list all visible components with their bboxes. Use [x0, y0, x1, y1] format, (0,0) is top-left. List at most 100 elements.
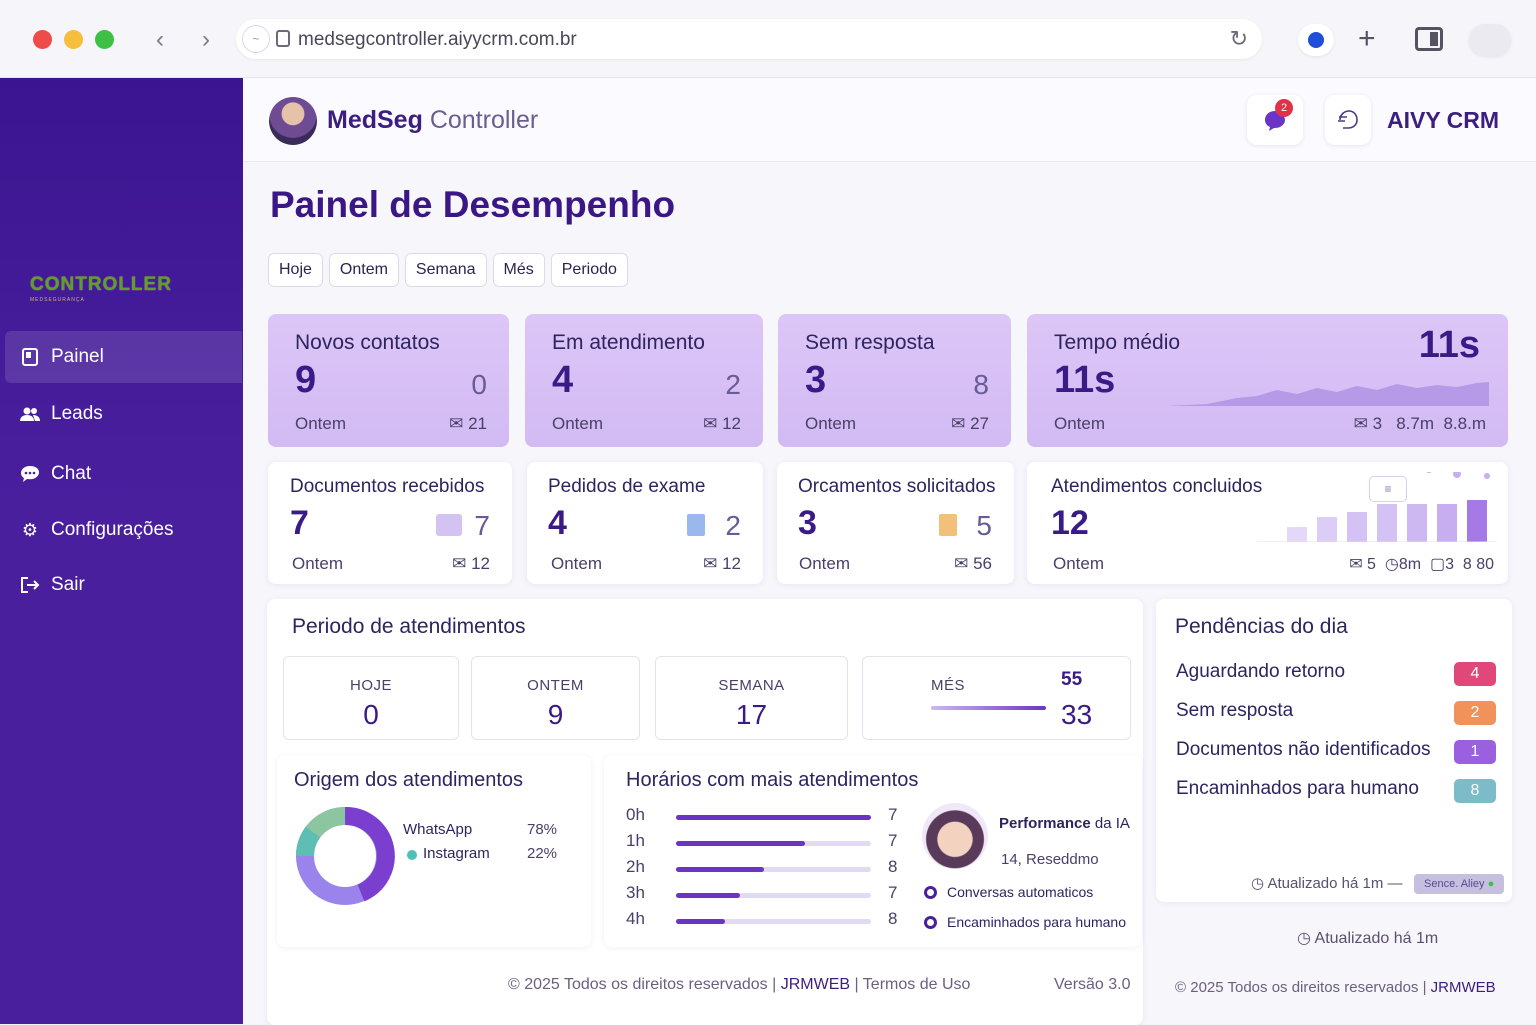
kpi-meta: ✉ 21	[449, 414, 487, 434]
pendencia-sem-resposta[interactable]: Sem resposta 2	[1176, 700, 1496, 728]
ia-avatar	[922, 803, 988, 869]
channels-icon: ✉	[703, 554, 718, 573]
forward-arrow-icon[interactable]: ›	[202, 26, 210, 53]
kpi-period: Ontem	[805, 414, 857, 433]
period-box-semana[interactable]: SEMANA 17	[655, 656, 848, 740]
kpi-period: Ontem	[799, 554, 851, 573]
kpi-meta-value: 12	[722, 554, 741, 573]
clock-icon: ◷	[1251, 875, 1265, 892]
period-box-ontem[interactable]: ONTEM 9	[471, 656, 640, 740]
url-text[interactable]: medsegcontroller.aiyycrm.com.br	[298, 29, 577, 50]
address-bar[interactable]: ~ medsegcontroller.aiyycrm.com.br ↻	[236, 19, 1262, 59]
browser-chrome: ‹ › ~ medsegcontroller.aiyycrm.com.br ↻ …	[0, 0, 1536, 78]
filter-hoje[interactable]: Hoje	[268, 253, 323, 287]
kpi-meta: ✉ 12	[703, 414, 741, 434]
kpi-value: 7	[290, 504, 309, 542]
kpi-title: Atendimentos concluidos	[1051, 476, 1263, 497]
notifications-button[interactable]: 2	[1247, 95, 1303, 145]
pendencia-documentos-nao-identificados[interactable]: Documentos não identificados 1	[1176, 739, 1496, 767]
sidebar-item-chat[interactable]: Chat	[5, 448, 242, 500]
sidebar-item-painel[interactable]: Painel	[5, 331, 242, 383]
reload-icon[interactable]: ↻	[1229, 26, 1248, 51]
kpi-title: Orcamentos solicitados	[798, 476, 996, 497]
period-value: 17	[735, 699, 768, 730]
period-label: ONTEM	[527, 677, 584, 694]
horario-row: 0h 7	[626, 805, 916, 831]
footer-brand-link[interactable]: JRMWEB	[780, 976, 851, 993]
kpi-period: Ontem	[1054, 414, 1106, 433]
filter-periodo[interactable]: Periodo	[550, 253, 628, 287]
horario-value: 8	[888, 909, 898, 928]
dashboard-icon	[19, 346, 41, 368]
new-tab-icon[interactable]: +	[1358, 22, 1376, 55]
period-box-mes[interactable]: MÉS 55 33	[862, 656, 1131, 740]
footer-brand-link[interactable]: JRMWEB	[1430, 979, 1496, 996]
pendencia-label: Sem resposta	[1176, 700, 1294, 721]
site-settings-icon[interactable]: ~	[242, 25, 270, 53]
kpi-period: Ontem	[295, 414, 347, 433]
kpi-meta-value: 5	[1367, 556, 1376, 573]
kpi-orcamentos-solicitados[interactable]: Orcamentos solicitados 3 5 Ontem ✉ 56	[777, 462, 1014, 584]
filter-ontem[interactable]: Ontem	[328, 253, 399, 287]
kpi-em-atendimento[interactable]: Em atendimento 4 2 Ontem ✉ 12	[525, 314, 763, 447]
horario-label: 1h	[626, 831, 645, 850]
minimize-window-button[interactable]	[64, 30, 83, 49]
kpi-title: Documentos recebidos	[290, 476, 485, 497]
online-dot-icon: ●	[1487, 878, 1495, 890]
kpi-meta-value: 27	[970, 414, 989, 433]
maximize-window-button[interactable]	[95, 30, 114, 49]
kpi-value: 3	[798, 504, 817, 542]
footer-terms-link[interactable]: | Termos de Uso	[854, 976, 971, 993]
legend-instagram-pct: 22%	[527, 845, 558, 862]
kpi-pedidos-de-exame[interactable]: Pedidos de exame 4 2 Ontem ✉ 12	[527, 462, 763, 584]
kpi-side-value: 8	[973, 369, 989, 400]
kpi-period: Ontem	[551, 554, 603, 573]
kpi-meta-value: 8.8.m	[1443, 414, 1486, 433]
clipboard-icon	[939, 514, 957, 536]
footer-version: Versão 3.0	[1054, 976, 1131, 993]
date-filter-tabs: Hoje Ontem Semana Més Periodo	[268, 253, 628, 287]
legend-instagram: Instagram	[423, 845, 490, 862]
kpi-meta-value: 8m	[1398, 556, 1422, 573]
profile-button[interactable]	[1298, 24, 1334, 56]
period-box-hoje[interactable]: HOJE 0	[283, 656, 459, 740]
section-title: Pendências do dia	[1175, 615, 1348, 638]
kpi-meta-value: 21	[468, 414, 487, 433]
pendencias-card: Pendências do dia Aguardando retorno 4 Se…	[1156, 599, 1512, 902]
sidebar-item-sair[interactable]: Sair	[5, 559, 242, 611]
sidebar-toggle-icon[interactable]	[1415, 27, 1443, 51]
channels-icon: ✉	[449, 414, 464, 433]
kpi-meta: ✉ 12	[703, 554, 741, 574]
kpi-sem-resposta[interactable]: Sem resposta 3 8 Ontem ✉ 27	[778, 314, 1011, 447]
filter-mes[interactable]: Més	[492, 253, 545, 287]
avatar[interactable]	[269, 97, 317, 145]
kpi-value: 4	[552, 359, 574, 401]
back-arrow-icon[interactable]: ‹	[156, 26, 164, 53]
pendencia-encaminhados-humano[interactable]: Encaminhados para humano 8	[1176, 778, 1496, 806]
sidebar-item-configuracoes[interactable]: ⚙ Configurações	[5, 504, 242, 556]
sidebar-item-leads[interactable]: Leads	[5, 388, 242, 440]
tabs-overview-button[interactable]	[1469, 24, 1511, 56]
kpi-novos-contatos[interactable]: Novos contatos 9 0 Ontem ✉ 21	[268, 314, 509, 447]
horario-value: 7	[888, 883, 898, 902]
updated-text: Atualizado há 1m	[1314, 930, 1439, 947]
kpi-atendimentos-concluidos[interactable]: Atendimentos concluidos 12 ≡ Ontem ✉ 5 ◷…	[1027, 462, 1508, 584]
kpi-documentos-recebidos[interactable]: Documentos recebidos 7 7 Ontem ✉ 12	[268, 462, 512, 584]
period-label: SEMANA	[718, 677, 785, 694]
kpi-period: Ontem	[1053, 554, 1105, 573]
kpi-meta-value: 56	[973, 554, 992, 573]
ia-sub: 14, Reseddmo	[1001, 851, 1099, 868]
footer-copyright: 2025 Todos os direitos reservados |	[1190, 979, 1427, 996]
kpi-side-value: 0	[471, 369, 487, 400]
sparkline-area	[1167, 382, 1489, 406]
kpi-meta-value: 12	[722, 414, 741, 433]
support-button[interactable]	[1325, 95, 1371, 145]
app-brand: MedSeg Controller	[327, 106, 538, 135]
kpi-tempo-medio[interactable]: Tempo médio 11s 11s Ontem ✉ 3 8.7m 8.8.m	[1027, 314, 1508, 447]
section-title: Horários com mais atendimentos	[626, 769, 919, 791]
kpi-side-value: 7	[474, 510, 490, 541]
pendencia-aguardando-retorno[interactable]: Aguardando retorno 4	[1176, 661, 1496, 689]
list-view-icon[interactable]: ≡	[1369, 476, 1407, 502]
filter-semana[interactable]: Semana	[404, 253, 487, 287]
close-window-button[interactable]	[33, 30, 52, 49]
